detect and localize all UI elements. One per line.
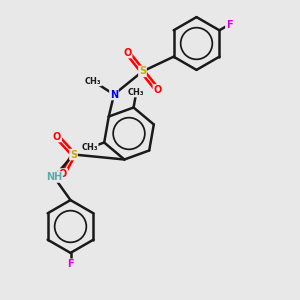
- Text: O: O: [59, 169, 67, 179]
- Text: F: F: [226, 20, 232, 30]
- Text: S: S: [70, 149, 77, 160]
- Text: O: O: [53, 131, 61, 142]
- Text: NH: NH: [46, 172, 62, 182]
- Text: O: O: [123, 47, 132, 58]
- Text: CH₃: CH₃: [85, 76, 101, 85]
- Text: O: O: [153, 85, 162, 95]
- Text: N: N: [110, 89, 118, 100]
- Text: F: F: [67, 259, 74, 269]
- Text: CH₃: CH₃: [128, 88, 145, 97]
- Text: S: S: [139, 66, 146, 76]
- Text: CH₃: CH₃: [81, 143, 98, 152]
